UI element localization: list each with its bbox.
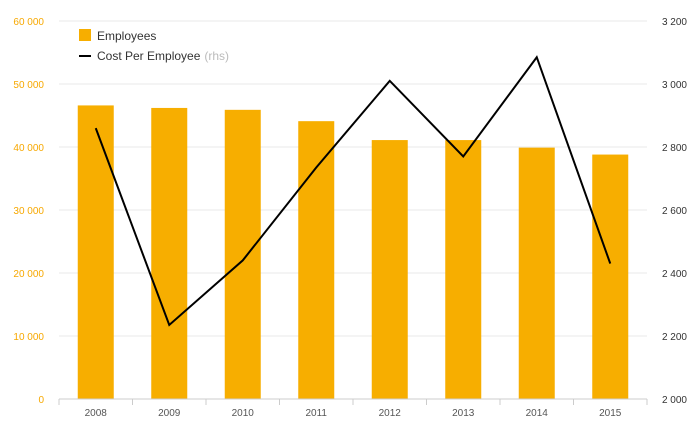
y-right-tick-label: 2 000: [662, 395, 687, 406]
y-right-tick-label: 2 600: [662, 206, 687, 217]
y-left-tick-label: 10 000: [13, 332, 44, 343]
bar-employees: [151, 107, 188, 399]
bar-employees: [518, 147, 555, 399]
y-left-tick-label: 40 000: [13, 143, 44, 154]
y-right-tick-label: 3 200: [662, 17, 687, 28]
y-right-tick-label: 3 000: [662, 80, 687, 91]
x-tick-label: 2011: [305, 408, 327, 419]
x-tick-label: 2013: [452, 408, 475, 419]
x-tick-label: 2009: [158, 408, 181, 419]
bar-employees: [298, 121, 335, 400]
legend-label-cost-per-employee: Cost Per Employee (rhs): [97, 49, 229, 63]
y-left-tick-label: 20 000: [13, 269, 44, 280]
x-tick-label: 2015: [599, 408, 622, 419]
legend: Employees Cost Per Employee (rhs): [79, 29, 229, 63]
bar-employees: [371, 140, 408, 399]
x-tick-label: 2012: [379, 408, 402, 419]
y-left-tick-label: 60 000: [13, 17, 44, 28]
x-tick-label: 2008: [85, 408, 108, 419]
y-left-tick-label: 30 000: [13, 206, 44, 217]
y-left-tick-label: 50 000: [13, 80, 44, 91]
line-cost-per-employee: [94, 55, 612, 327]
bar-employees: [77, 105, 114, 400]
x-tick-label: 2014: [526, 408, 549, 419]
gridlines: [59, 20, 647, 337]
y-right-tick-label: 2 800: [662, 143, 687, 154]
y-left-tick-label: 0: [38, 395, 44, 406]
bar-series: [77, 105, 629, 400]
y-right-tick-label: 2 200: [662, 332, 687, 343]
axes: 0 10 000 20 000 30 000 40 000 50 000 60 000 2 0…: [13, 17, 687, 419]
bar-employees: [592, 154, 629, 399]
y-right-tick-label: 2 400: [662, 269, 687, 280]
x-tick-label: 2010: [232, 408, 255, 419]
bar-employees: [445, 140, 482, 399]
legend-swatch-employees: [79, 29, 91, 41]
legend-label-employees: Employees: [97, 29, 156, 43]
line-series: [94, 55, 612, 327]
bar-employees: [224, 109, 261, 399]
